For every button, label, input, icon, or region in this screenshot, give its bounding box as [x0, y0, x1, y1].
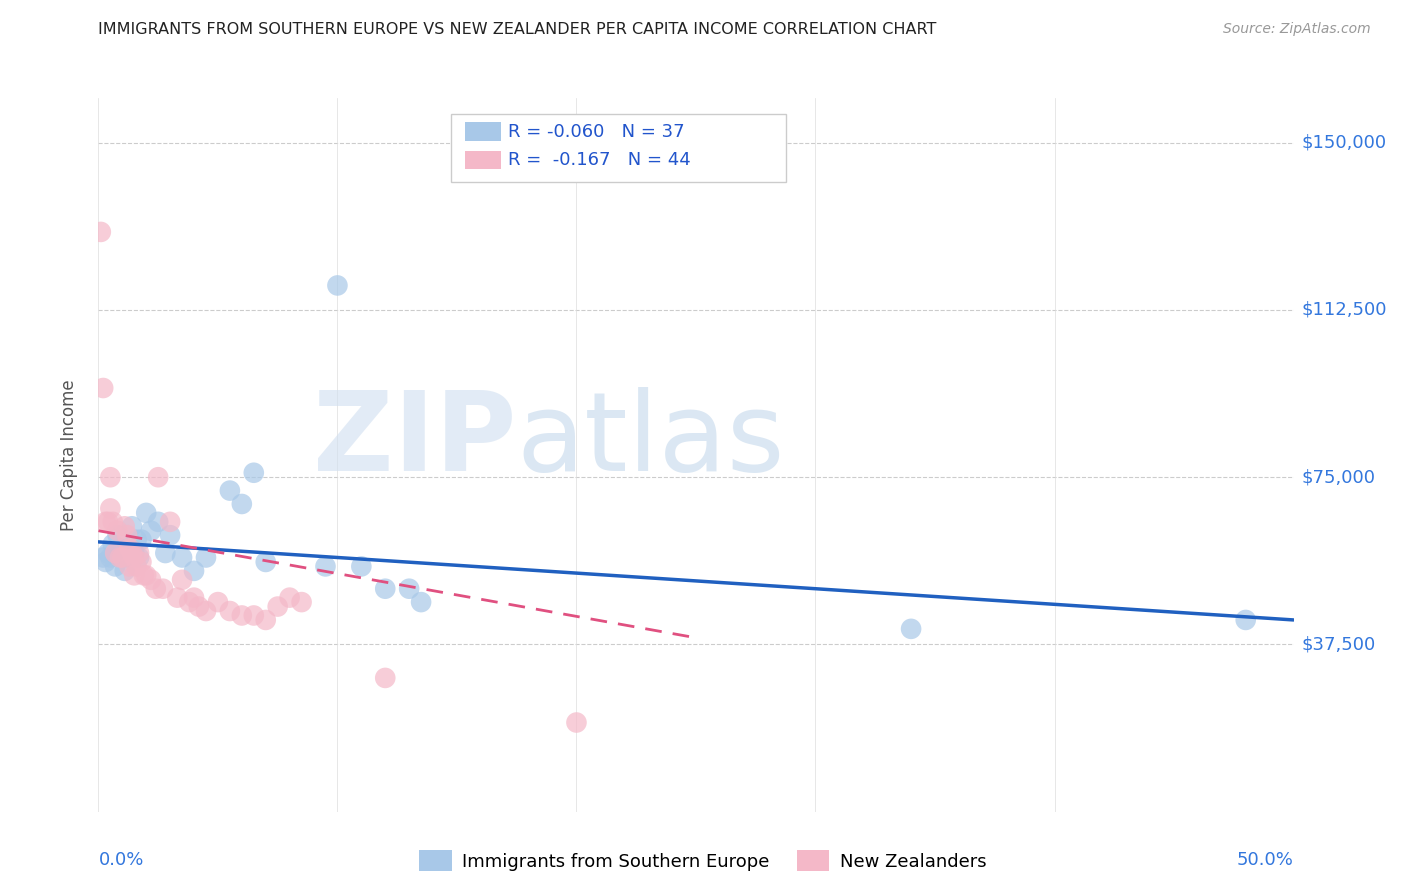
Text: $112,500: $112,500	[1302, 301, 1388, 319]
Point	[128, 550, 150, 565]
Text: ZIP: ZIP	[314, 387, 517, 494]
Point	[135, 568, 157, 582]
Point	[98, 550, 122, 565]
Text: Source: ZipAtlas.com: Source: ZipAtlas.com	[1223, 22, 1371, 37]
Point	[91, 381, 114, 395]
Point	[101, 515, 124, 529]
Point	[111, 550, 134, 565]
Point	[148, 470, 170, 484]
Point	[121, 546, 143, 560]
Point	[145, 582, 167, 596]
Point	[278, 591, 301, 605]
Text: 50.0%: 50.0%	[1237, 851, 1294, 869]
Point	[98, 470, 122, 484]
Point	[194, 604, 217, 618]
Text: R =  -0.167   N = 44: R = -0.167 N = 44	[509, 152, 692, 169]
Text: R = -0.060   N = 37: R = -0.060 N = 37	[509, 123, 685, 141]
Bar	[465, 151, 501, 169]
Point	[114, 564, 136, 578]
Point	[108, 541, 131, 556]
Point	[900, 622, 922, 636]
Point	[172, 573, 194, 587]
Point	[118, 559, 141, 574]
Point	[90, 225, 112, 239]
Point	[114, 519, 136, 533]
Point	[194, 550, 217, 565]
Point	[128, 546, 150, 560]
Point	[124, 568, 146, 582]
Point	[115, 528, 138, 542]
Point	[91, 550, 114, 565]
Point	[97, 515, 120, 529]
Point	[104, 559, 127, 574]
Point	[326, 278, 349, 293]
Point	[104, 546, 127, 560]
Point	[159, 528, 181, 542]
Point	[108, 550, 131, 565]
Point	[132, 568, 155, 582]
Point	[219, 604, 242, 618]
Point	[98, 501, 122, 516]
Y-axis label: Per Capita Income: Per Capita Income	[59, 379, 77, 531]
Point	[124, 546, 146, 560]
Point	[290, 595, 312, 609]
Point	[243, 466, 266, 480]
Legend: Immigrants from Southern Europe, New Zealanders: Immigrants from Southern Europe, New Zea…	[412, 843, 994, 879]
Point	[139, 524, 162, 538]
Point	[183, 564, 205, 578]
Point	[207, 595, 229, 609]
Point	[315, 559, 337, 574]
FancyBboxPatch shape	[451, 114, 786, 182]
Point	[254, 555, 277, 569]
Point	[107, 528, 129, 542]
Point	[94, 555, 117, 569]
Point	[231, 608, 253, 623]
Point	[565, 715, 588, 730]
Point	[115, 541, 138, 556]
Point	[219, 483, 242, 498]
Point	[124, 550, 146, 565]
Point	[97, 546, 120, 560]
Text: $75,000: $75,000	[1302, 468, 1376, 486]
Point	[131, 555, 153, 569]
Point	[267, 599, 290, 614]
Point	[183, 591, 205, 605]
Point	[172, 550, 194, 565]
Point	[411, 595, 433, 609]
Point	[118, 550, 141, 565]
Point	[231, 497, 253, 511]
Point	[350, 559, 373, 574]
Point	[148, 515, 170, 529]
Point	[94, 515, 117, 529]
Point	[125, 559, 148, 574]
Point	[131, 533, 153, 547]
Point	[243, 608, 266, 623]
Point	[121, 519, 143, 533]
Point	[118, 541, 141, 556]
Point	[398, 582, 420, 596]
Point	[1234, 613, 1257, 627]
Bar	[465, 122, 501, 141]
Text: 0.0%: 0.0%	[98, 851, 143, 869]
Text: atlas: atlas	[517, 387, 785, 494]
Point	[374, 671, 396, 685]
Point	[107, 524, 129, 538]
Point	[125, 533, 148, 547]
Text: IMMIGRANTS FROM SOUTHERN EUROPE VS NEW ZEALANDER PER CAPITA INCOME CORRELATION C: IMMIGRANTS FROM SOUTHERN EUROPE VS NEW Z…	[98, 22, 936, 37]
Point	[111, 550, 134, 565]
Point	[155, 546, 177, 560]
Point	[166, 591, 188, 605]
Text: $150,000: $150,000	[1302, 134, 1386, 152]
Point	[179, 595, 201, 609]
Point	[152, 582, 174, 596]
Point	[101, 537, 124, 551]
Point	[254, 613, 277, 627]
Point	[374, 582, 396, 596]
Point	[187, 599, 209, 614]
Point	[159, 515, 181, 529]
Point	[135, 506, 157, 520]
Text: $37,500: $37,500	[1302, 635, 1376, 654]
Point	[139, 573, 162, 587]
